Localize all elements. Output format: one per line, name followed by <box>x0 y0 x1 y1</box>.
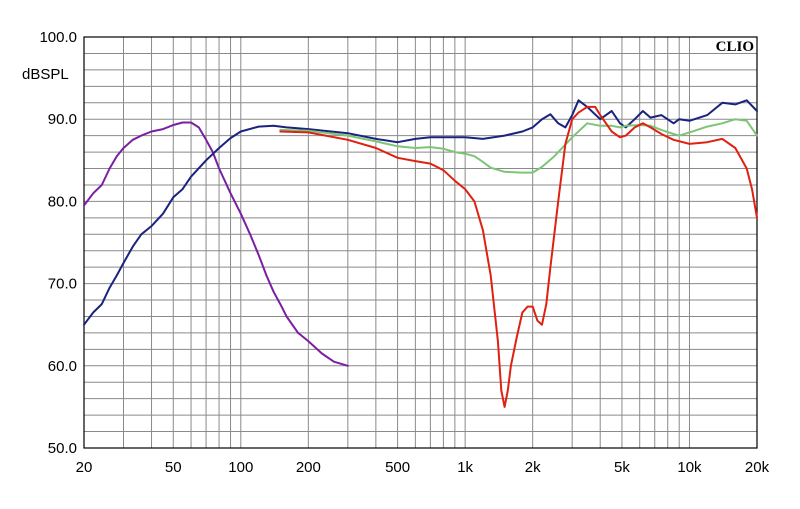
y-tick-label: 70.0 <box>48 276 77 293</box>
x-tick-label: 50 <box>165 459 182 476</box>
plot-frame <box>83 36 758 449</box>
x-tick-label: 20k <box>745 459 770 476</box>
x-tick-label: 100 <box>228 459 253 476</box>
x-tick-label: 500 <box>385 459 410 476</box>
series-line-2 <box>83 99 758 326</box>
series-line-3 <box>279 118 758 174</box>
x-tick-label: 10k <box>677 459 702 476</box>
y-tick-label: 80.0 <box>48 193 77 210</box>
x-tick-label: 5k <box>614 459 630 476</box>
y-axis-label: dBSPL <box>22 66 69 83</box>
x-axis-ticks: 20 50 100 200 500 1k 2k 5k 10k 20k <box>76 459 770 476</box>
plot-border <box>83 36 758 449</box>
y-tick-label: 60.0 <box>48 358 77 375</box>
y-tick-label: 100.0 <box>39 29 77 46</box>
x-tick-label: 200 <box>296 459 321 476</box>
x-tick-label: 1k <box>457 459 473 476</box>
series-line-4 <box>279 105 758 408</box>
y-tick-label: 50.0 <box>48 440 77 457</box>
y-axis-ticks: 100.0 90.0 80.0 70.0 60.0 50.0 <box>39 29 77 457</box>
clio-brand-label: CLIO <box>716 39 754 55</box>
series-line-1 <box>83 121 349 367</box>
series-lines <box>83 99 758 408</box>
y-tick-label: 90.0 <box>48 111 77 128</box>
grid-lines <box>84 37 757 448</box>
x-tick-label: 20 <box>76 459 93 476</box>
x-tick-label: 2k <box>525 459 541 476</box>
